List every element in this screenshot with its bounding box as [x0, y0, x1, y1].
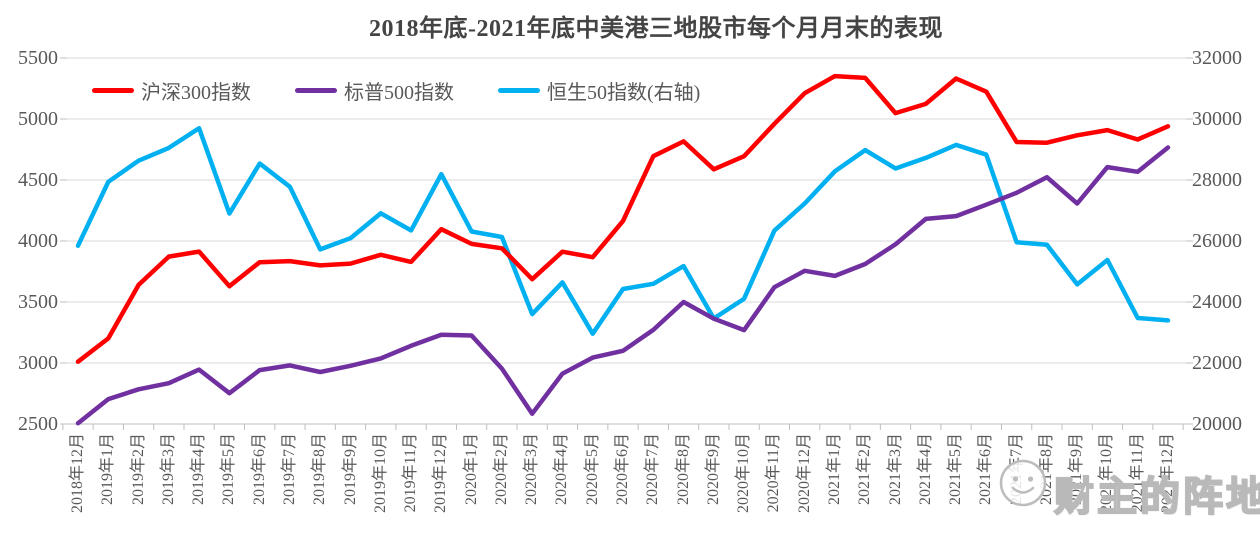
- chart-title: 2018年底-2021年底中美港三地股市每个月月末的表现: [369, 16, 943, 42]
- y-axis-right-tick-label: 28000: [1192, 169, 1242, 191]
- x-axis-label: 2020年8月: [674, 433, 692, 506]
- watermark-text: 财主的阵地: [1053, 473, 1260, 520]
- legend-label: 标普500指数: [344, 82, 454, 104]
- y-axis-left-tick-label: 5000: [18, 108, 58, 130]
- legend-line-swatch: [295, 88, 337, 93]
- x-axis-label: 2019年10月: [371, 433, 389, 514]
- legend-item: 沪深300指数: [92, 76, 251, 105]
- y-axis-left-tick-label: 4500: [18, 169, 58, 191]
- y-axis-right-tick-label: 20000: [1192, 413, 1242, 435]
- x-axis-label: 2021年4月: [916, 433, 934, 506]
- series-line-sp500: [75, 145, 1171, 426]
- x-axis-label: 2019年12月: [432, 433, 450, 514]
- legend: 沪深300指数 标普500指数 恒生50指数(右轴): [92, 76, 700, 105]
- x-axis-label: 2019年6月: [250, 433, 268, 506]
- y-axis-right-tick-label: 26000: [1192, 230, 1242, 252]
- legend-line-swatch: [92, 88, 134, 93]
- legend-label: 恒生50指数(右轴): [547, 82, 701, 104]
- y-axis-left-tick-label: 3500: [18, 291, 58, 313]
- x-axis-label: 2019年8月: [311, 433, 329, 506]
- y-axis-right-tick-label: 22000: [1192, 352, 1242, 374]
- x-axis-label: 2021年1月: [825, 433, 843, 506]
- x-axis-label: 2020年6月: [614, 433, 631, 506]
- x-axis-label: 2021年3月: [886, 433, 904, 506]
- y-axis-right-tick-label: 24000: [1192, 291, 1242, 313]
- y-axis-right-tick-label: 30000: [1192, 108, 1242, 130]
- x-axis-label: 2019年5月: [220, 433, 238, 506]
- y-axis-left-tick-label: 5500: [18, 47, 58, 69]
- x-axis-label: 2020年5月: [583, 433, 601, 506]
- legend-line-swatch: [498, 88, 540, 93]
- x-axis-label: 2020年1月: [462, 433, 480, 506]
- y-axis-left-tick-label: 3000: [18, 352, 58, 374]
- x-axis-label: 2020年10月: [735, 433, 753, 514]
- y-axis-left-tick-label: 4000: [18, 230, 58, 252]
- x-axis-label: 2019年4月: [190, 433, 208, 506]
- x-axis-label: 2019年11月: [402, 433, 420, 513]
- x-axis-label: 2020年2月: [492, 433, 510, 506]
- x-axis-label: 2020年3月: [523, 433, 541, 506]
- watermark: 财主的阵地: [998, 458, 1260, 520]
- x-axis-label: 2020年9月: [704, 433, 722, 506]
- x-axis-label: 2020年7月: [644, 433, 662, 506]
- x-axis-label: 2020年4月: [553, 433, 571, 506]
- x-axis-label: 2019年7月: [280, 433, 298, 506]
- face-logo-icon: [999, 459, 1047, 507]
- x-axis-label: 2019年3月: [159, 433, 177, 506]
- x-axis-label: 2021年5月: [947, 433, 965, 506]
- y-axis-right-tick-label: 32000: [1192, 47, 1242, 69]
- legend-item: 恒生50指数(右轴): [498, 76, 700, 105]
- x-axis-label: 2021年6月: [977, 433, 995, 506]
- series-line-csi300: [75, 73, 1171, 364]
- legend-item: 标普500指数: [295, 76, 454, 105]
- x-axis-label: 2020年12月: [795, 433, 813, 514]
- y-axis-left-tick-label: 2500: [18, 413, 58, 435]
- x-axis-label: 2018年12月: [69, 433, 86, 514]
- x-axis-label: 2020年11月: [765, 433, 783, 513]
- x-axis-label: 2019年2月: [129, 433, 147, 506]
- series-line-hsi50: [75, 125, 1171, 336]
- x-axis-label: 2021年2月: [856, 433, 874, 506]
- legend-label: 沪深300指数: [141, 82, 251, 104]
- x-axis-label: 2019年9月: [341, 433, 359, 506]
- x-axis-label: 2019年1月: [99, 433, 117, 506]
